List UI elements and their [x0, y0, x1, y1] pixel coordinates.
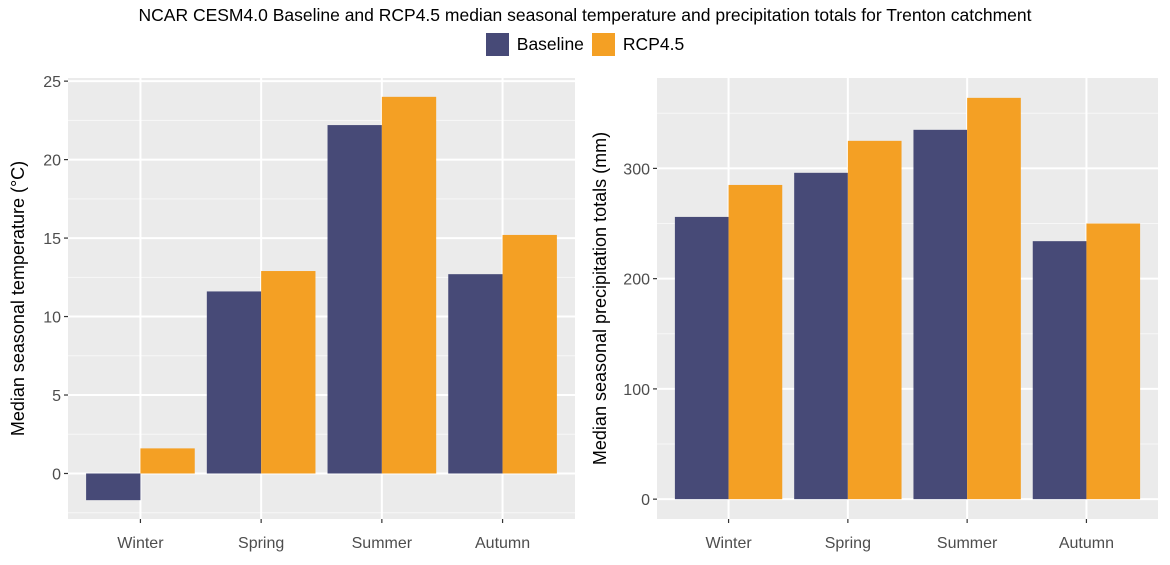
x-tick-label-winter: Winter	[705, 535, 752, 552]
y-tick-label: 300	[623, 161, 650, 178]
y-tick-label: 100	[623, 382, 650, 399]
bar-rcp45-winter	[728, 184, 783, 500]
x-tick-label-spring: Spring	[238, 535, 284, 552]
legend-label-rcp45: RCP4.5	[622, 34, 685, 54]
x-tick-label-summer: Summer	[352, 535, 413, 552]
y-tick-label: 0	[641, 492, 650, 509]
legend-item-rcp45: RCP4.5	[591, 33, 685, 56]
x-tick-label-spring: Spring	[825, 535, 871, 552]
bar-baseline-autumn	[448, 274, 503, 474]
bar-rcp45-autumn	[1086, 223, 1141, 500]
bar-baseline-winter	[86, 473, 141, 501]
bar-rcp45-summer	[967, 97, 1021, 500]
bar-rcp45-summer	[381, 96, 437, 474]
x-tick-label-winter: Winter	[117, 535, 164, 552]
bar-baseline-winter	[674, 216, 729, 500]
legend-item-baseline: Baseline	[485, 33, 584, 56]
y-tick-label: 200	[623, 272, 650, 289]
x-tick-label-summer: Summer	[937, 535, 998, 552]
y-tick-label: 5	[52, 388, 61, 405]
bar-baseline-spring	[206, 291, 262, 474]
bar-baseline-autumn	[1032, 241, 1087, 500]
y-axis-title-precipitation: Median seasonal precipitation totals (mm…	[590, 132, 610, 465]
figure-title: NCAR CESM4.0 Baseline and RCP4.5 median …	[138, 5, 1032, 25]
legend: Baseline RCP4.5	[0, 33, 1170, 56]
y-tick-label: 10	[43, 310, 61, 327]
bar-rcp45-autumn	[502, 234, 557, 474]
bar-baseline-spring	[794, 172, 848, 500]
bar-baseline-summer	[913, 129, 968, 500]
x-tick-label-autumn: Autumn	[1059, 535, 1114, 552]
bar-rcp45-spring	[261, 271, 316, 474]
bar-baseline-summer	[327, 125, 382, 474]
bar-rcp45-winter	[140, 448, 195, 474]
y-tick-label: 0	[52, 466, 61, 483]
legend-label-baseline: Baseline	[516, 34, 584, 54]
y-axis-title-temperature: Median seasonal temperature (°C)	[8, 161, 28, 436]
y-tick-label: 20	[43, 153, 61, 170]
x-tick-label-autumn: Autumn	[475, 535, 530, 552]
y-tick-label: 25	[43, 74, 61, 91]
bar-rcp45-spring	[847, 140, 902, 500]
y-tick-label: 15	[43, 231, 61, 248]
legend-swatch-baseline	[485, 33, 509, 56]
legend-swatch-rcp45	[591, 33, 615, 56]
